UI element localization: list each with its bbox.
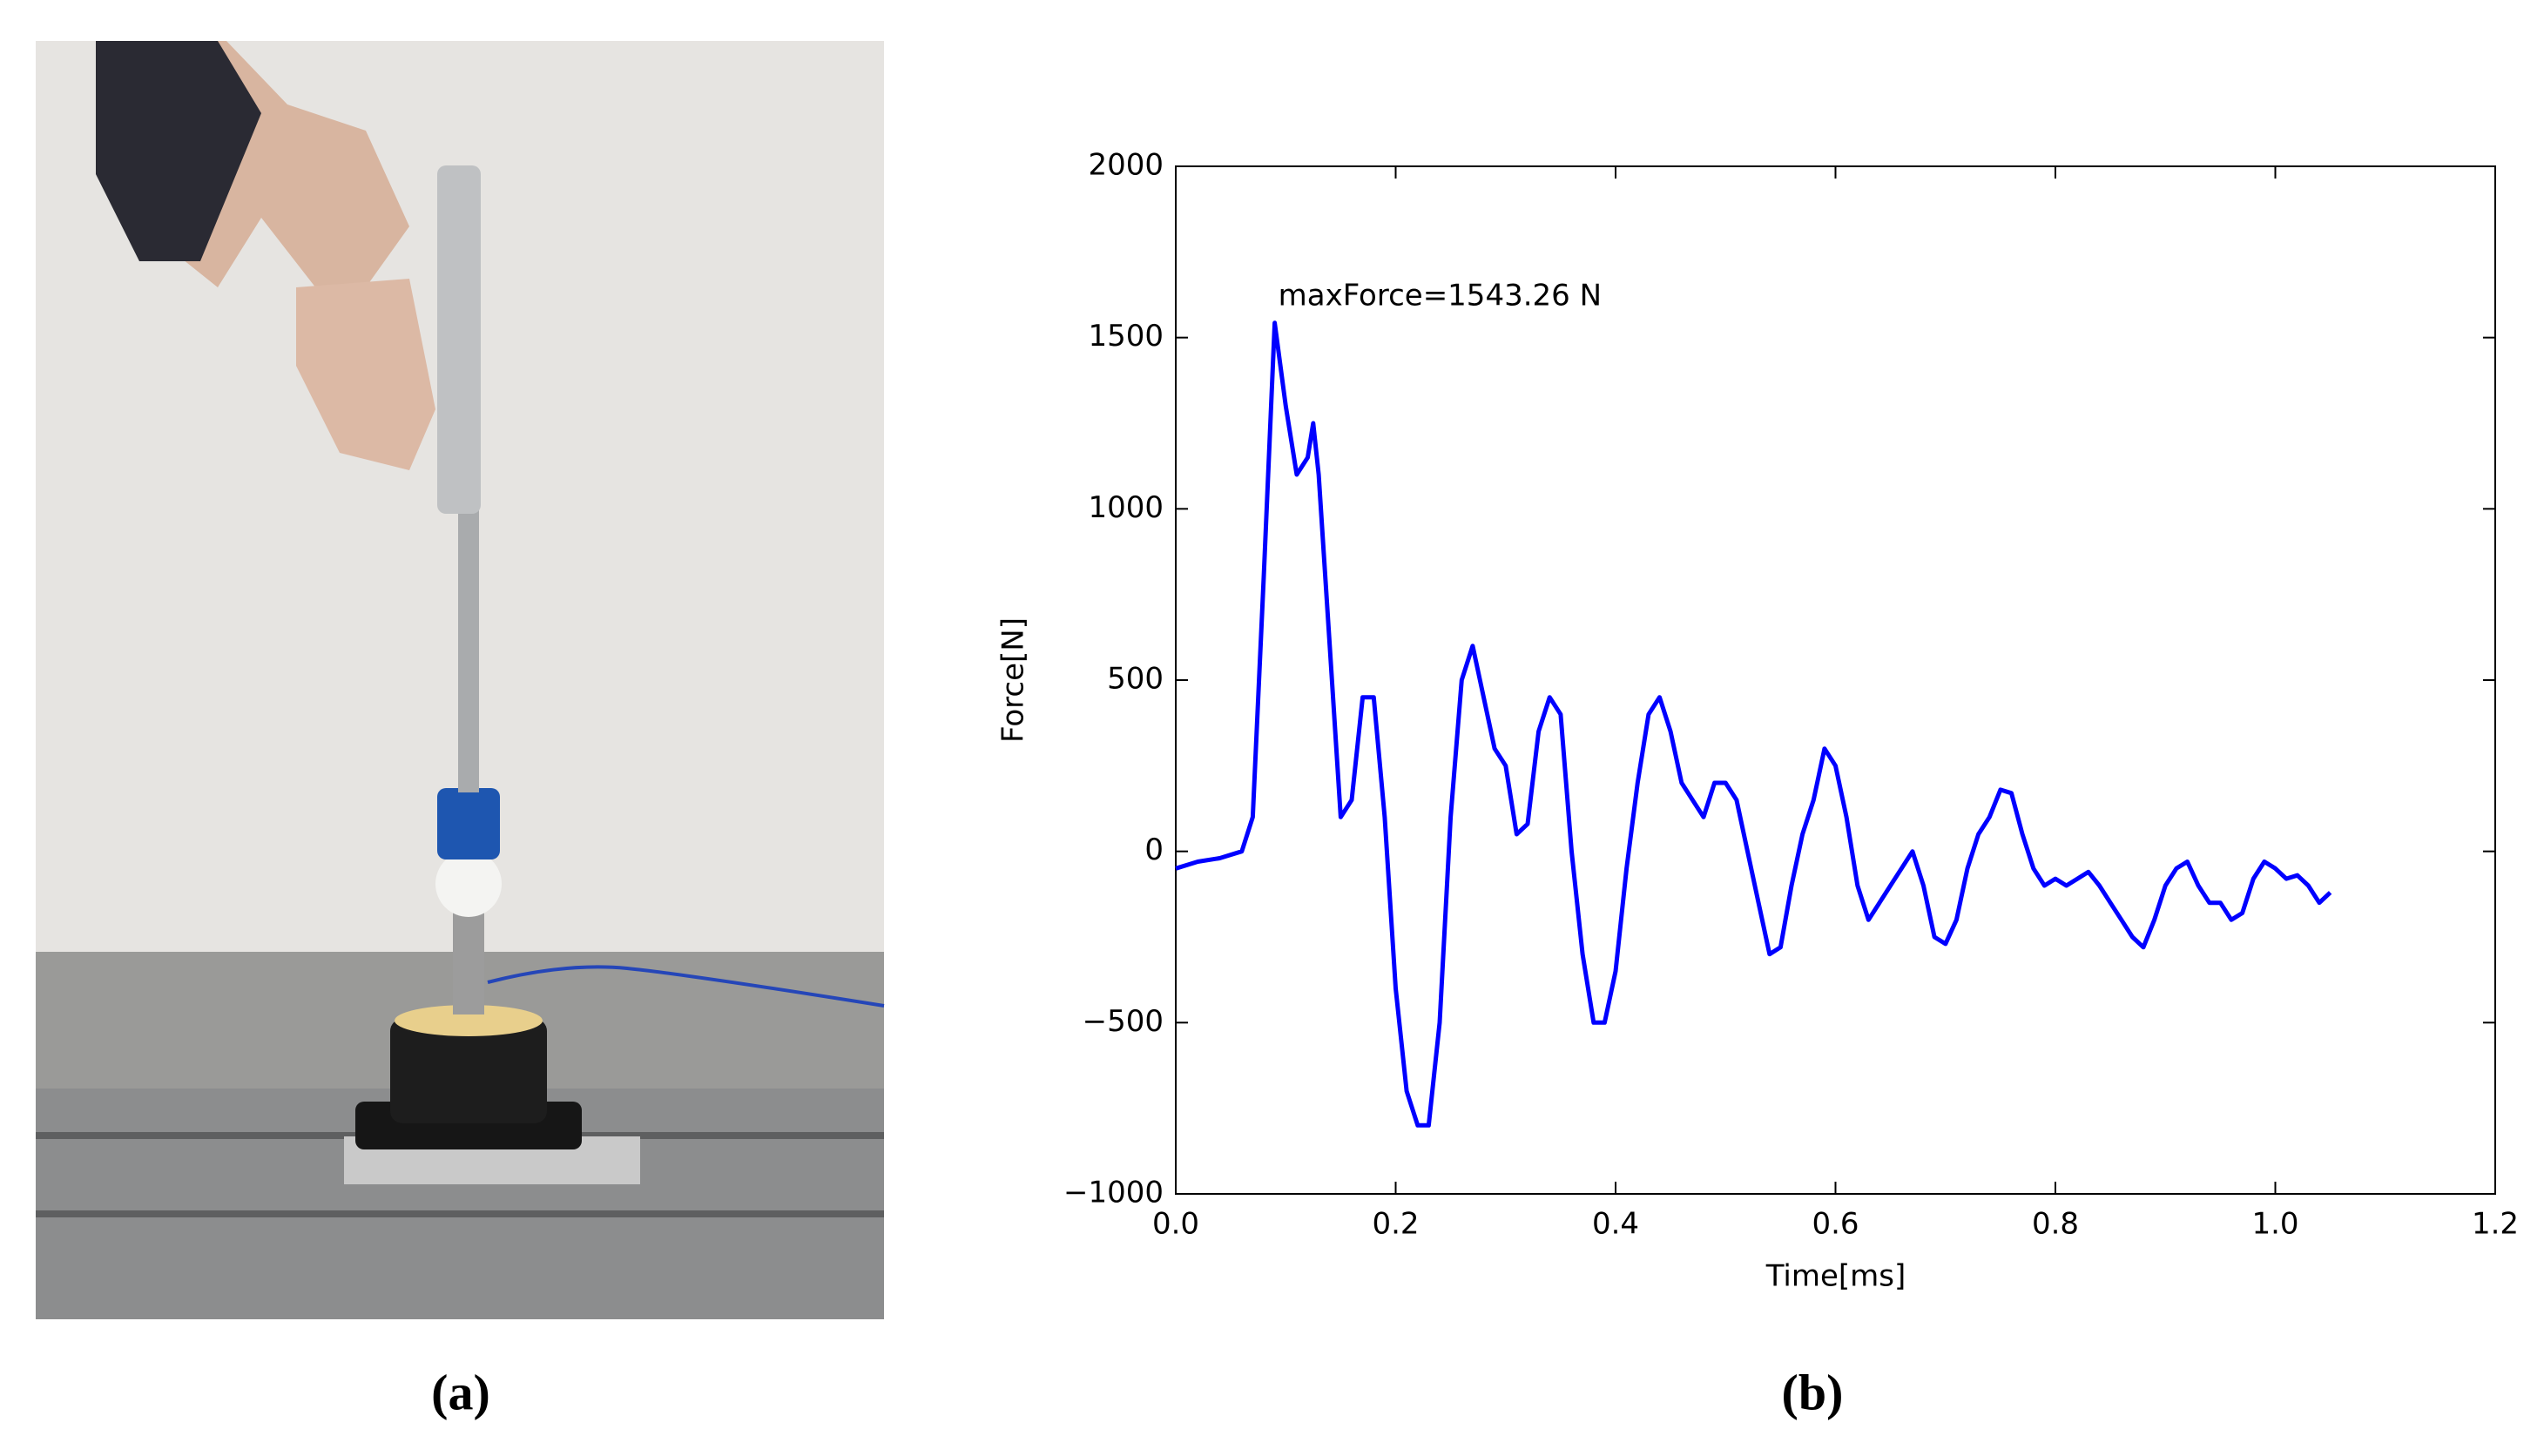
x-tick-label: 0.2 xyxy=(1372,1207,1419,1242)
plot-frame xyxy=(1175,165,2496,1195)
photo-sleeve xyxy=(96,41,261,261)
photo-hand xyxy=(296,279,435,470)
y-tick-label: −500 xyxy=(1083,1004,1164,1039)
y-tick-label: 0 xyxy=(1144,832,1164,867)
x-tick-label: 1.2 xyxy=(2472,1207,2519,1242)
photo-cable xyxy=(487,965,885,1008)
caption: (b) xyxy=(1782,1364,1844,1420)
y-tick-label: −1000 xyxy=(1063,1176,1164,1210)
y-tick-label: 500 xyxy=(1107,662,1164,697)
annotation: maxForce=1543.26 N xyxy=(1279,278,1602,313)
x-tick-label: 1.0 xyxy=(2251,1207,2298,1242)
photo-handle xyxy=(437,165,481,514)
x-tick-label: 0.0 xyxy=(1152,1207,1199,1242)
y-tick-label: 1000 xyxy=(1088,490,1164,525)
photo-sensor xyxy=(453,910,484,1014)
photo-sample xyxy=(395,1005,543,1036)
x-axis-label: Time[ms] xyxy=(1765,1259,1906,1294)
photo xyxy=(36,41,885,1319)
y-tick-label: 2000 xyxy=(1088,148,1164,183)
y-tick-label: 1500 xyxy=(1088,319,1164,354)
photo-head xyxy=(437,788,500,859)
x-tick-label: 0.4 xyxy=(1592,1207,1639,1242)
y-axis-label: Force[N] xyxy=(996,617,1031,743)
photo-mount xyxy=(390,1019,547,1123)
chart: Time[ms] Force[N] xyxy=(996,165,2496,1294)
x-tick-label: 0.8 xyxy=(2032,1207,2079,1242)
photo-shaft xyxy=(458,505,479,792)
caption: (a) xyxy=(431,1364,490,1420)
photo-slot xyxy=(36,1210,884,1217)
photo-tip xyxy=(435,851,502,917)
x-tick-label: 0.6 xyxy=(1812,1207,1859,1242)
data-line xyxy=(1175,320,2332,1128)
